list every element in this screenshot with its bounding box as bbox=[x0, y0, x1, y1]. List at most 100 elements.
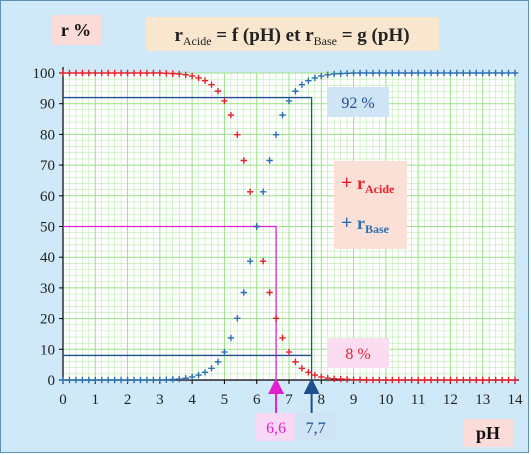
data-point-rbase bbox=[479, 69, 486, 77]
data-point-racide bbox=[176, 70, 183, 78]
data-point-racide bbox=[331, 375, 338, 382]
x-axis-label: pH bbox=[476, 423, 500, 443]
label-92: 92 % bbox=[341, 95, 374, 112]
data-point-rbase bbox=[266, 157, 273, 164]
data-point-rbase bbox=[511, 69, 519, 77]
y-tick-label: 0 bbox=[48, 373, 56, 389]
data-point-rbase bbox=[240, 289, 247, 296]
data-point-rbase bbox=[331, 70, 338, 78]
data-point-rbase bbox=[150, 376, 157, 384]
data-point-racide bbox=[143, 69, 151, 77]
series-rbase bbox=[59, 69, 519, 384]
data-point-rbase bbox=[460, 69, 467, 77]
data-point-rbase bbox=[279, 111, 286, 119]
data-point-racide bbox=[440, 376, 448, 384]
data-point-rbase bbox=[350, 69, 357, 77]
x-tick-label: 6 bbox=[253, 392, 261, 408]
data-point-rbase bbox=[169, 376, 176, 383]
y-tick-label: 60 bbox=[40, 189, 55, 205]
data-point-rbase bbox=[427, 69, 435, 77]
data-point-racide bbox=[505, 376, 512, 384]
data-point-rbase bbox=[130, 376, 138, 384]
x-tick-label: 12 bbox=[443, 392, 458, 408]
data-point-rbase bbox=[234, 315, 241, 322]
data-point-racide bbox=[272, 315, 280, 322]
x-tick-label: 2 bbox=[124, 392, 132, 408]
label-7-7: 7,7 bbox=[306, 420, 326, 437]
y-tick-label: 20 bbox=[40, 312, 55, 328]
y-tick-label: 90 bbox=[40, 97, 55, 113]
data-point-racide bbox=[311, 371, 319, 379]
data-point-racide bbox=[324, 374, 331, 382]
x-tick-label: 10 bbox=[378, 392, 393, 408]
data-point-rbase bbox=[414, 69, 422, 77]
data-point-racide bbox=[105, 69, 112, 77]
data-point-racide bbox=[259, 257, 267, 265]
data-point-rbase bbox=[363, 69, 370, 77]
x-tick-label: 11 bbox=[411, 392, 425, 408]
data-point-rbase bbox=[337, 70, 344, 77]
chart-title-part: = g (pH) bbox=[337, 25, 410, 46]
data-point-racide bbox=[305, 369, 312, 376]
data-point-rbase bbox=[440, 69, 448, 77]
data-point-racide bbox=[98, 69, 105, 77]
legend-entry: rBase bbox=[357, 213, 390, 236]
y-tick-label: 70 bbox=[40, 158, 55, 174]
data-point-racide bbox=[285, 348, 293, 356]
data-point-rbase bbox=[298, 81, 306, 88]
data-point-racide bbox=[473, 376, 480, 384]
data-point-racide bbox=[214, 87, 222, 95]
data-point-racide bbox=[92, 69, 99, 77]
data-point-racide bbox=[111, 69, 118, 77]
data-point-rbase bbox=[143, 376, 151, 384]
chart-title-part: Acide bbox=[183, 34, 212, 48]
data-point-racide bbox=[163, 70, 170, 77]
label-6-6: 6,6 bbox=[266, 420, 286, 437]
data-point-racide bbox=[376, 376, 383, 384]
legend-box bbox=[334, 161, 407, 249]
data-point-rbase bbox=[221, 348, 228, 356]
data-point-racide bbox=[130, 69, 138, 77]
data-point-rbase bbox=[72, 376, 80, 384]
data-point-racide bbox=[498, 376, 506, 384]
data-point-racide bbox=[208, 81, 215, 88]
data-point-rbase bbox=[105, 376, 112, 384]
data-point-rbase bbox=[156, 376, 164, 384]
data-point-racide bbox=[247, 188, 254, 196]
data-point-rbase bbox=[124, 376, 131, 384]
data-point-racide bbox=[356, 376, 364, 383]
x-tick-label: 9 bbox=[350, 392, 358, 408]
title-box bbox=[146, 17, 439, 51]
data-point-rbase bbox=[324, 71, 331, 79]
chart-title-part: r bbox=[174, 25, 183, 46]
series-racide bbox=[59, 69, 519, 384]
data-point-rbase bbox=[253, 223, 260, 230]
data-point-racide bbox=[59, 69, 67, 77]
y-tick-label: 30 bbox=[40, 281, 55, 297]
data-point-rbase bbox=[505, 69, 512, 77]
x-tick-label: 8 bbox=[318, 392, 326, 408]
label-7-7-box bbox=[294, 413, 337, 441]
data-point-racide bbox=[434, 376, 441, 384]
xlabel-box bbox=[463, 419, 513, 447]
data-point-racide bbox=[169, 70, 176, 77]
data-point-racide bbox=[466, 376, 473, 384]
data-point-rbase bbox=[492, 69, 499, 77]
data-point-rbase bbox=[408, 69, 415, 77]
data-point-racide bbox=[479, 376, 486, 384]
legend-marker: + bbox=[341, 172, 352, 194]
data-point-racide bbox=[195, 74, 202, 82]
data-point-rbase bbox=[311, 74, 319, 82]
data-point-racide bbox=[150, 69, 157, 77]
data-point-rbase bbox=[79, 376, 86, 384]
data-point-rbase bbox=[111, 376, 118, 384]
data-point-rbase bbox=[395, 69, 402, 77]
data-point-rbase bbox=[182, 374, 189, 382]
data-point-rbase bbox=[434, 69, 441, 77]
data-point-racide bbox=[363, 376, 370, 384]
data-point-rbase bbox=[85, 376, 93, 384]
data-point-rbase bbox=[485, 69, 493, 77]
data-point-rbase bbox=[98, 376, 105, 384]
data-point-rbase bbox=[466, 69, 473, 77]
